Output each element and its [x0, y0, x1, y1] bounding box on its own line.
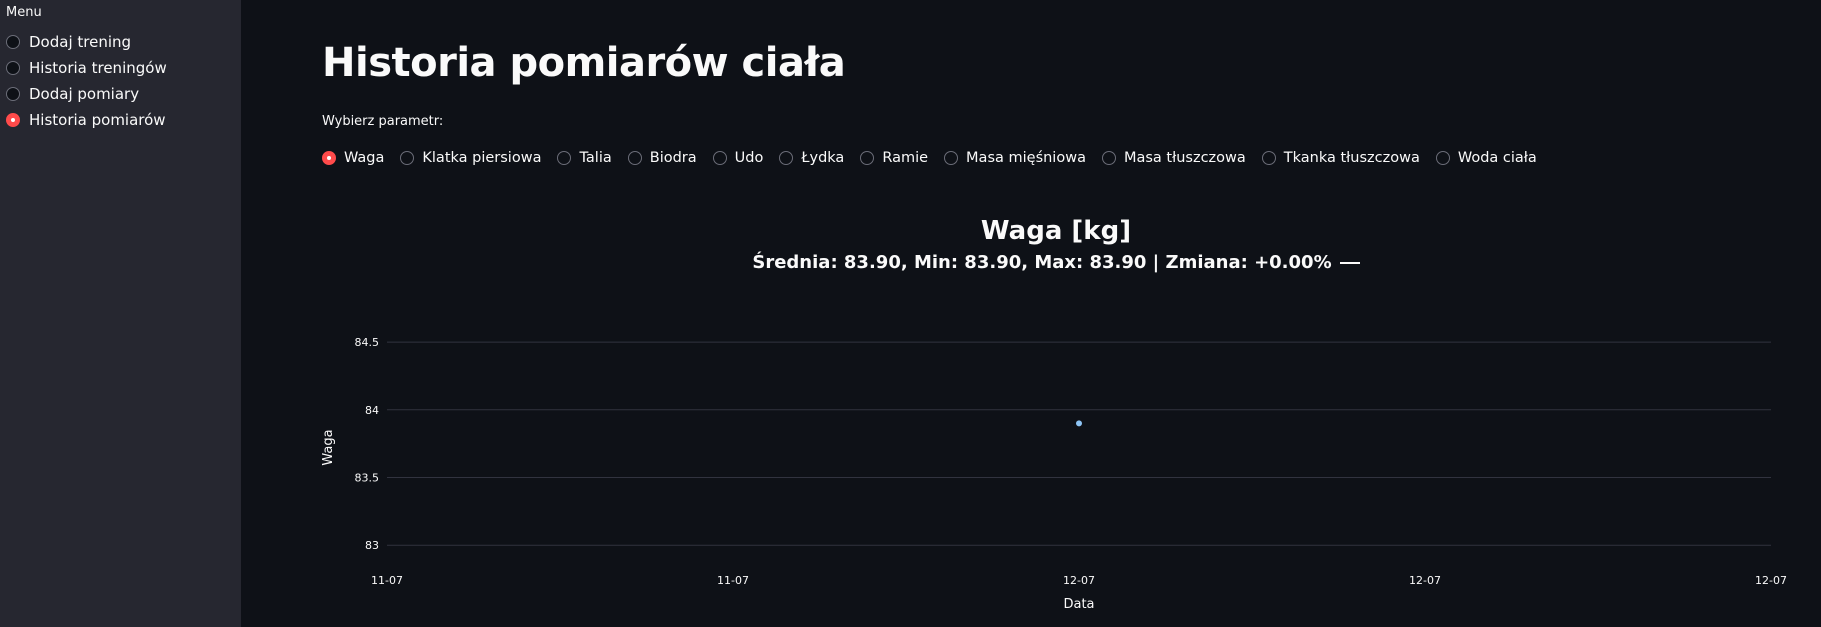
- param-option-9[interactable]: Tkanka tłuszczowa: [1261, 150, 1420, 166]
- sidebar-item-1[interactable]: Historia treningów: [6, 59, 167, 77]
- y-axis-label: Waga: [321, 429, 336, 465]
- x-tick-label: 12-07: [1755, 574, 1787, 587]
- param-option-8[interactable]: Masa tłuszczowa: [1101, 150, 1246, 166]
- param-option-label: Talia: [579, 150, 612, 166]
- param-option-label: Łydka: [801, 150, 845, 166]
- menu-label: Menu: [6, 5, 42, 20]
- y-tick-label: 83: [365, 539, 379, 552]
- radio-icon[interactable]: [6, 113, 20, 127]
- sidebar-item-0[interactable]: Dodaj trening: [6, 33, 131, 51]
- radio-icon[interactable]: [6, 35, 20, 49]
- data-point: [1076, 420, 1082, 427]
- param-option-2[interactable]: Talia: [557, 150, 612, 166]
- param-option-5[interactable]: Łydka: [779, 150, 844, 166]
- chart-plot: 83 83.5 84 84.5 11-07 11-07 12-07 12-07 12-07 Dat…: [321, 336, 1787, 612]
- x-tick-label: 12-07: [1063, 574, 1095, 587]
- chart-title: Waga [kg]: [980, 216, 1132, 246]
- chart: Waga [kg] Średnia: 83.90, Min: 83.90, Ma…: [241, 200, 1821, 627]
- param-option-label: Waga: [344, 150, 385, 166]
- radio-icon[interactable]: [557, 151, 572, 165]
- main-content: Historia pomiarów ciała Wybierz parametr…: [241, 0, 1821, 627]
- radio-icon[interactable]: [627, 151, 642, 165]
- sidebar-item-label: Dodaj trening: [29, 33, 132, 51]
- param-option-0[interactable]: Waga: [322, 150, 384, 166]
- radio-icon[interactable]: [6, 87, 20, 101]
- param-option-6[interactable]: Ramie: [860, 150, 928, 166]
- param-option-7[interactable]: Masa mięśniowa: [944, 150, 1086, 166]
- x-axis-label: Data: [1063, 597, 1094, 612]
- param-option-10[interactable]: Woda ciała: [1435, 150, 1537, 166]
- sidebar-item-label: Dodaj pomiary: [29, 85, 140, 103]
- radio-icon[interactable]: [6, 61, 20, 75]
- radio-icon[interactable]: [779, 151, 794, 165]
- radio-icon[interactable]: [1101, 151, 1116, 165]
- radio-icon[interactable]: [1435, 151, 1450, 165]
- param-option-label: Klatka piersiowa: [422, 150, 542, 166]
- y-tick-label: 84: [365, 404, 379, 417]
- x-tick-label: 11-07: [717, 574, 749, 587]
- chart-subtitle: Średnia: 83.90, Min: 83.90, Max: 83.90 |…: [241, 252, 1821, 273]
- y-tick-label: 83.5: [355, 472, 380, 485]
- param-option-4[interactable]: Udo: [712, 150, 764, 166]
- param-option-label: Ramie: [882, 150, 929, 166]
- param-option-3[interactable]: Biodra: [627, 150, 697, 166]
- radio-icon[interactable]: [712, 151, 727, 165]
- param-option-label: Masa tłuszczowa: [1123, 150, 1246, 166]
- radio-icon[interactable]: [400, 151, 415, 165]
- y-tick-label: 84.5: [355, 336, 380, 349]
- param-option-label: Masa mięśniowa: [966, 150, 1086, 166]
- param-option-label: Woda ciała: [1457, 150, 1537, 166]
- x-tick-label: 11-07: [371, 574, 403, 587]
- param-option-label: Udo: [734, 150, 764, 166]
- radio-icon[interactable]: [322, 151, 336, 165]
- x-tick-label: 12-07: [1409, 574, 1441, 587]
- param-option-1[interactable]: Klatka piersiowa: [400, 150, 541, 166]
- trend-dash-icon: [1339, 262, 1360, 264]
- sidebar-item-2[interactable]: Dodaj pomiary: [6, 85, 139, 103]
- sidebar: Menu Dodaj trening Historia treningów Doda…: [0, 0, 241, 627]
- page-title: Historia pomiarów ciała: [322, 40, 846, 86]
- sidebar-item-3[interactable]: Historia pomiarów: [6, 111, 166, 129]
- sidebar-item-label: Historia pomiarów: [29, 111, 166, 129]
- radio-icon[interactable]: [1261, 151, 1276, 165]
- param-radio-group: Waga Klatka piersiowa Talia Biodra Udo Łydka R…: [322, 150, 1553, 166]
- sidebar-item-label: Historia treningów: [29, 59, 167, 77]
- param-label: Wybierz parametr:: [322, 114, 444, 129]
- param-option-label: Tkanka tłuszczowa: [1283, 150, 1420, 166]
- radio-icon[interactable]: [944, 151, 959, 165]
- radio-icon[interactable]: [860, 151, 875, 165]
- chart-subtitle-text: Średnia: 83.90, Min: 83.90, Max: 83.90 |…: [752, 252, 1332, 273]
- param-option-label: Biodra: [649, 150, 697, 166]
